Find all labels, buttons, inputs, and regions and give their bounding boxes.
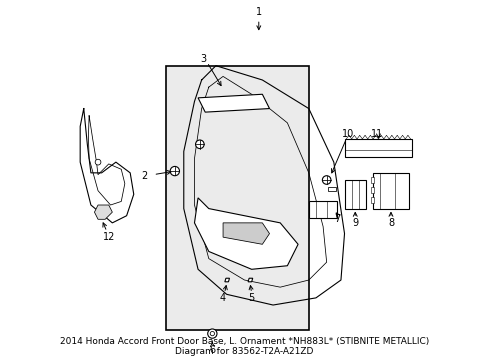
Polygon shape bbox=[223, 223, 269, 244]
Text: 2014 Honda Accord Front Door Base, L. Ornament *NH883L* (STIBNITE METALLIC)
Diag: 2014 Honda Accord Front Door Base, L. Or… bbox=[60, 337, 428, 356]
Polygon shape bbox=[344, 139, 411, 157]
Text: 9: 9 bbox=[351, 218, 358, 228]
Text: 8: 8 bbox=[387, 218, 393, 228]
Text: 3: 3 bbox=[200, 54, 206, 64]
Polygon shape bbox=[372, 173, 408, 208]
Polygon shape bbox=[94, 205, 112, 219]
Circle shape bbox=[207, 329, 217, 338]
Polygon shape bbox=[344, 180, 365, 208]
Text: 12: 12 bbox=[102, 232, 115, 242]
Text: 4: 4 bbox=[220, 293, 225, 303]
Text: 2: 2 bbox=[141, 171, 147, 181]
Text: 5: 5 bbox=[248, 293, 254, 303]
Text: 6: 6 bbox=[209, 345, 215, 355]
Bar bbox=[370, 197, 373, 203]
Circle shape bbox=[195, 140, 203, 149]
Circle shape bbox=[170, 166, 179, 176]
Bar bbox=[370, 177, 373, 183]
Polygon shape bbox=[194, 198, 298, 269]
Text: 11: 11 bbox=[370, 129, 382, 139]
Bar bbox=[370, 187, 373, 193]
Bar bbox=[328, 187, 335, 191]
Text: 7: 7 bbox=[334, 214, 340, 224]
Polygon shape bbox=[224, 278, 229, 282]
Polygon shape bbox=[308, 202, 337, 217]
FancyBboxPatch shape bbox=[165, 66, 308, 330]
Circle shape bbox=[322, 176, 330, 184]
Polygon shape bbox=[198, 94, 269, 112]
Circle shape bbox=[210, 332, 214, 336]
Circle shape bbox=[95, 159, 101, 165]
Polygon shape bbox=[247, 278, 252, 282]
Text: 1: 1 bbox=[255, 7, 261, 17]
Text: 10: 10 bbox=[341, 129, 353, 139]
